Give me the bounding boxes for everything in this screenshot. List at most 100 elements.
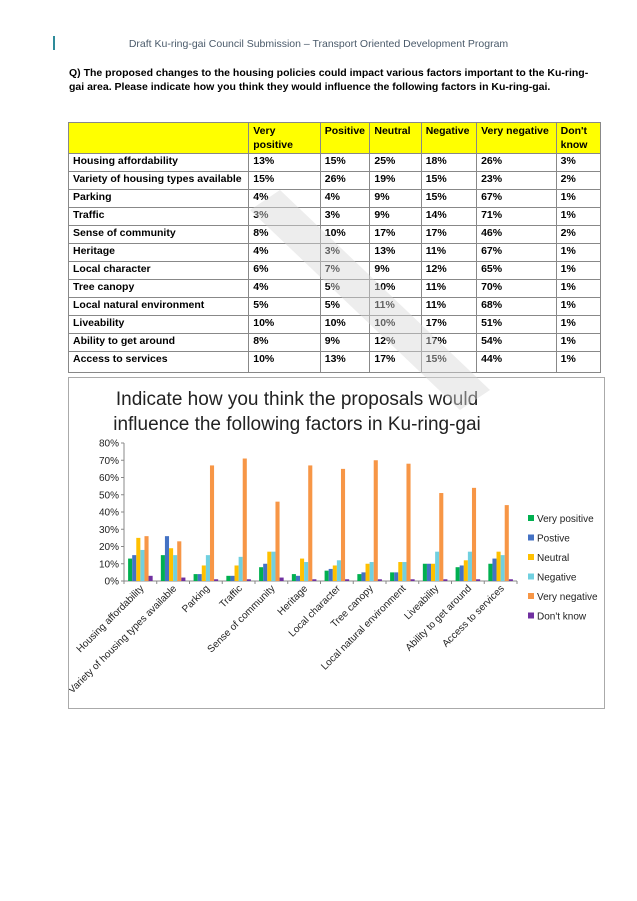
- bar: [214, 579, 219, 581]
- bar: [467, 551, 472, 581]
- header-accent-bar: [53, 36, 55, 50]
- table-row: Local character 6% 7% 9% 12% 65% 1%: [67, 261, 602, 280]
- row-factor: Ability to get around: [67, 333, 250, 352]
- bar: [492, 558, 497, 581]
- row-value: 26%: [319, 171, 371, 190]
- row-value: 14%: [420, 207, 478, 226]
- row-value: 5%: [319, 297, 371, 316]
- legend-swatch: [528, 534, 534, 541]
- row-value: 2%: [555, 225, 602, 244]
- row-value: 13%: [319, 351, 371, 373]
- row-factor: Variety of housing types available: [67, 171, 250, 190]
- row-value: 7%: [319, 261, 371, 280]
- table-row: Local natural environment 5% 5% 11% 11% 68% 1%: [67, 297, 602, 316]
- row-value: 9%: [369, 207, 422, 226]
- row-value: 4%: [248, 189, 321, 208]
- bar: [431, 563, 436, 581]
- row-value: 4%: [248, 243, 321, 262]
- row-factor: Access to services: [67, 351, 250, 373]
- row-value: 17%: [369, 225, 422, 244]
- legend-swatch: [528, 573, 534, 580]
- bar: [209, 465, 215, 581]
- bar: [230, 575, 235, 581]
- bar: [435, 551, 440, 581]
- bar: [267, 551, 272, 581]
- bar: [459, 565, 464, 581]
- row-value: 3%: [319, 243, 371, 262]
- y-tick-label: 70%: [99, 456, 119, 467]
- row-value: 11%: [420, 243, 478, 262]
- row-value: 67%: [476, 189, 557, 208]
- table-header-cell: [67, 122, 250, 154]
- row-value: 17%: [420, 225, 478, 244]
- y-tick-label: 30%: [99, 525, 119, 536]
- table-row: Variety of housing types available 15% 26%…: [67, 171, 602, 190]
- bar: [328, 568, 333, 581]
- table-body: Housing affordability 13% 15% 25% 18% 26% 3% Va…: [67, 153, 602, 373]
- row-value: 54%: [476, 333, 557, 352]
- row-value: 1%: [555, 189, 602, 208]
- bar: [373, 460, 378, 581]
- bar: [426, 563, 432, 581]
- row-factor: Local character: [67, 261, 250, 280]
- row-value: 10%: [248, 351, 321, 373]
- chart-title-line: Indicate how you think the proposals wou…: [116, 389, 478, 410]
- bar: [496, 551, 501, 581]
- bar: [357, 574, 362, 581]
- legend-label: Very positive: [537, 514, 594, 525]
- chart-title-line: influence the following factors in Ku-ri…: [113, 414, 481, 435]
- bar: [398, 562, 403, 581]
- row-value: 10%: [319, 225, 371, 244]
- y-tick-label: 60%: [99, 473, 119, 484]
- bar: [345, 579, 350, 581]
- bar: [377, 579, 382, 581]
- bar: [136, 537, 141, 581]
- survey-question: Q) The proposed changes to the housing p…: [69, 67, 589, 93]
- row-value: 25%: [369, 153, 422, 172]
- bar: [295, 575, 301, 581]
- bar: [300, 558, 305, 581]
- row-value: 46%: [476, 225, 557, 244]
- legend-swatch: [528, 593, 534, 599]
- y-tick-label: 0%: [105, 577, 120, 588]
- bar: [336, 560, 341, 581]
- bar: [361, 572, 366, 581]
- row-value: 17%: [369, 351, 422, 373]
- row-value: 68%: [476, 297, 557, 316]
- bar: [390, 572, 395, 581]
- bar: [410, 579, 415, 581]
- bar: [169, 548, 174, 581]
- bar: [242, 458, 247, 581]
- row-value: 19%: [369, 171, 422, 190]
- table-row: Access to services 10% 13% 17% 15% 44% 1%: [67, 351, 602, 373]
- row-value: 9%: [369, 261, 422, 280]
- bar: [394, 572, 399, 581]
- bar: [259, 567, 264, 581]
- row-value: 13%: [369, 243, 422, 262]
- row-factor: Local natural environment: [67, 297, 250, 316]
- row-value: 3%: [319, 207, 371, 226]
- row-value: 1%: [555, 243, 602, 262]
- row-value: 10%: [319, 315, 371, 334]
- x-tick-label: Access to services: [440, 583, 506, 649]
- legend-swatch: [528, 515, 534, 521]
- row-value: 10%: [248, 315, 321, 334]
- bar: [140, 549, 145, 581]
- bar: [148, 575, 153, 581]
- row-value: 5%: [248, 297, 321, 316]
- bar: [365, 563, 370, 581]
- bar: [234, 565, 239, 581]
- row-value: 1%: [555, 333, 602, 352]
- row-value: 26%: [476, 153, 557, 172]
- legend-label: Don't know: [537, 612, 587, 623]
- row-value: 1%: [555, 297, 602, 316]
- bar: [173, 555, 178, 581]
- row-value: 12%: [369, 333, 422, 352]
- bar: [324, 570, 329, 581]
- row-value: 23%: [476, 171, 557, 190]
- row-value: 10%: [369, 279, 422, 298]
- row-factor: Heritage: [67, 243, 250, 262]
- row-value: 15%: [420, 171, 478, 190]
- table-row: Ability to get around 8% 9% 12% 17% 54% 1%: [67, 333, 602, 352]
- bar: [312, 579, 317, 581]
